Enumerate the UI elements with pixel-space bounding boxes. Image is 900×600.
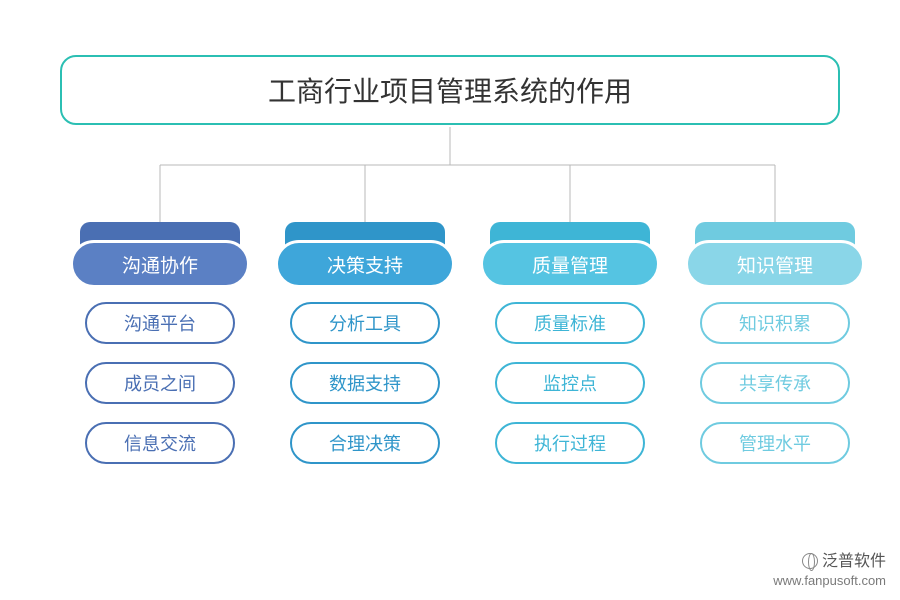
branch-items: 分析工具数据支持合理决策	[290, 302, 440, 482]
watermark: 泛普软件 www.fanpusoft.com	[773, 552, 886, 590]
branch-item: 合理决策	[290, 422, 440, 464]
branch-item: 执行过程	[495, 422, 645, 464]
branch-item: 成员之间	[85, 362, 235, 404]
branch-items: 沟通平台成员之间信息交流	[85, 302, 235, 482]
branch-items: 知识积累共享传承管理水平	[700, 302, 850, 482]
branch-items: 质量标准监控点执行过程	[495, 302, 645, 482]
branch-item: 监控点	[495, 362, 645, 404]
branch-item: 知识积累	[700, 302, 850, 344]
watermark-url: www.fanpusoft.com	[773, 573, 886, 590]
branch-item: 管理水平	[700, 422, 850, 464]
branch-item: 共享传承	[700, 362, 850, 404]
root-node: 工商行业项目管理系统的作用	[60, 55, 840, 125]
branch-header: 知识管理	[685, 240, 865, 288]
branch-header: 决策支持	[275, 240, 455, 288]
branch-header: 质量管理	[480, 240, 660, 288]
globe-icon	[802, 553, 818, 569]
branch-header: 沟通协作	[70, 240, 250, 288]
branch-item: 质量标准	[495, 302, 645, 344]
branch-item: 信息交流	[85, 422, 235, 464]
branch-item: 沟通平台	[85, 302, 235, 344]
branch-item: 数据支持	[290, 362, 440, 404]
watermark-brand: 泛普软件	[822, 553, 886, 570]
branch-item: 分析工具	[290, 302, 440, 344]
